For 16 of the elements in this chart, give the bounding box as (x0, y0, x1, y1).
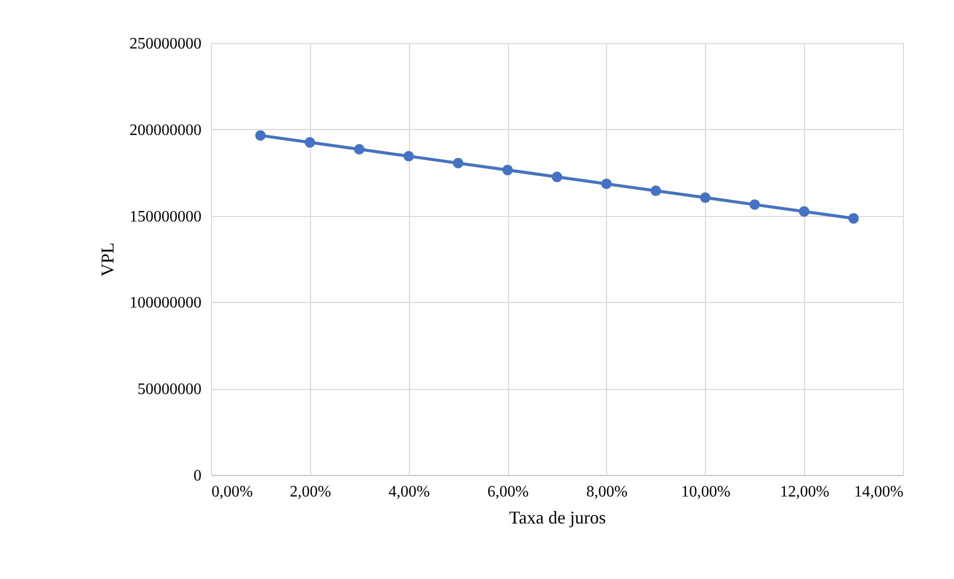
x-tick-label: 12,00% (780, 484, 830, 500)
y-tick-label: 0 (194, 468, 202, 484)
x-axis-title: Taxa de juros (509, 508, 606, 528)
x-tick-label: 6,00% (487, 484, 529, 500)
y-axis-title: VPL (98, 242, 118, 277)
x-tick-label: 14,00% (854, 484, 904, 500)
x-tick-label: 8,00% (586, 484, 628, 500)
y-tick-label: 250000000 (130, 36, 202, 52)
y-tick-label: 50000000 (138, 381, 202, 398)
y-tick-label: 100000000 (130, 294, 202, 312)
y-tick-label: 200000000 (130, 122, 202, 139)
x-tick-label: 10,00% (681, 484, 730, 500)
x-tick-label: 4,00% (388, 484, 430, 500)
x-tick-label: 2,00% (290, 484, 332, 500)
x-tick-label: 0,00% (212, 484, 253, 500)
y-tick-label: 150000000 (130, 208, 202, 226)
